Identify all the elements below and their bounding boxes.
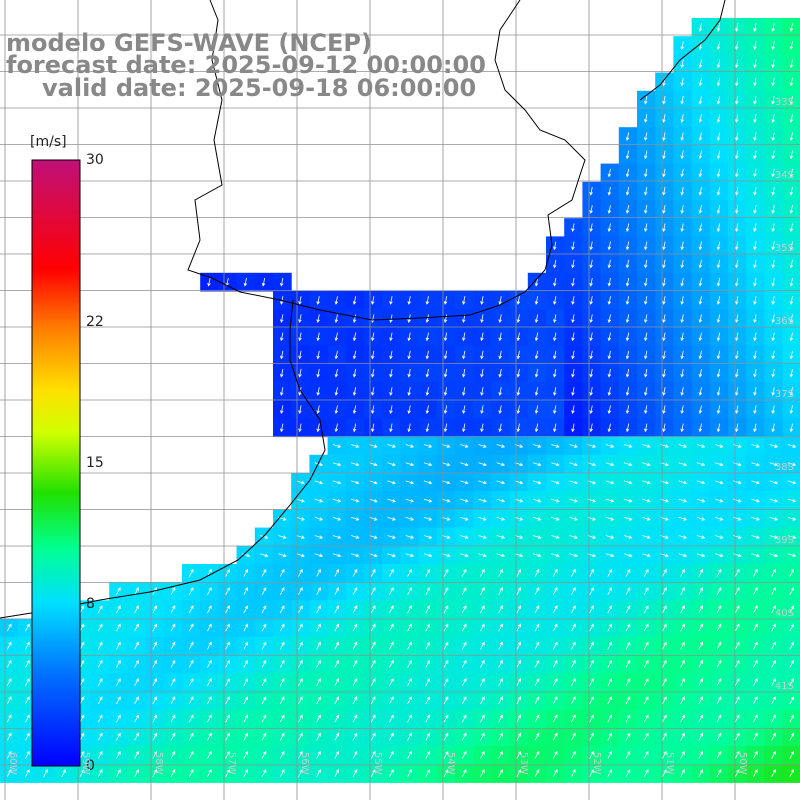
longitude-label: 55W	[372, 752, 383, 775]
longitude-label: 59W	[80, 752, 91, 775]
latitude-label: 33S	[775, 97, 794, 108]
latitude-label: 39S	[775, 535, 794, 546]
latitude-label: 40S	[775, 608, 794, 619]
longitude-label: 51W	[664, 752, 675, 775]
longitude-label: 60W	[7, 752, 18, 775]
colorbar	[32, 160, 80, 766]
longitude-label: 52W	[591, 752, 602, 775]
colorbar-tick-label: 15	[86, 456, 104, 470]
latitude-label: 41S	[775, 681, 794, 692]
latitude-label: 34S	[775, 170, 794, 181]
longitude-label: 50W	[737, 752, 748, 775]
longitude-label: 58W	[153, 752, 164, 775]
valid-date: valid date: 2025-09-18 06:00:00	[42, 76, 476, 100]
colorbar-tick-label: 30	[86, 153, 104, 167]
latitude-label: 38S	[775, 462, 794, 473]
wind-speed-field	[0, 18, 800, 783]
colorbar-unit: [m/s]	[30, 134, 67, 150]
longitude-label: 53W	[518, 752, 529, 775]
longitude-label: 57W	[226, 752, 237, 775]
colorbar-tick-label: 22	[86, 315, 104, 329]
latitude-label: 36S	[775, 316, 794, 327]
colorbar-tick-label: 8	[86, 597, 95, 611]
longitude-label: 56W	[299, 752, 310, 775]
longitude-label: 54W	[445, 752, 456, 775]
latitude-label: 37S	[775, 389, 794, 400]
latitude-label: 35S	[775, 243, 794, 254]
